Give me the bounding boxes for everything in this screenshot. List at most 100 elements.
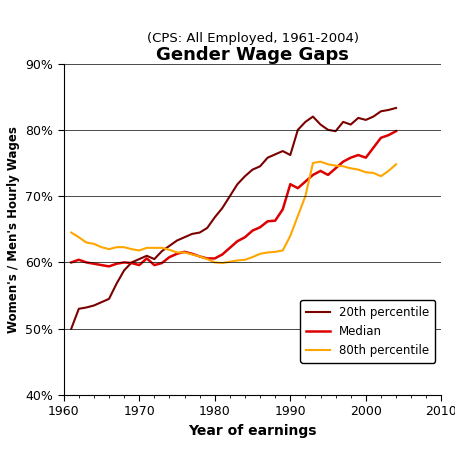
20th percentile (121, 268, 127, 273)
Median (258, 225, 263, 230)
20th percentile (325, 127, 331, 133)
20th percentile (91, 303, 96, 308)
80th percentile (114, 244, 119, 250)
80th percentile (129, 247, 134, 252)
20th percentile (280, 148, 285, 154)
80th percentile (76, 235, 81, 240)
Median (340, 159, 346, 164)
20th percentile (197, 230, 202, 235)
80th percentile (189, 252, 195, 257)
20th percentile (204, 225, 210, 231)
20th percentile (348, 122, 354, 127)
20th percentile (182, 235, 187, 240)
20th percentile (174, 238, 180, 243)
80th percentile (174, 250, 180, 255)
20th percentile (355, 115, 361, 121)
Median (355, 152, 361, 158)
80th percentile (310, 160, 316, 166)
20th percentile (273, 152, 278, 157)
20th percentile (212, 215, 217, 220)
Median (386, 133, 391, 138)
Median (265, 218, 270, 224)
Median (197, 254, 202, 259)
80th percentile (167, 247, 172, 252)
80th percentile (325, 162, 331, 167)
Median (378, 135, 384, 141)
80th percentile (242, 257, 248, 262)
80th percentile (144, 245, 150, 251)
80th percentile (355, 167, 361, 173)
Median (152, 262, 157, 268)
80th percentile (227, 259, 233, 265)
Median (280, 207, 285, 212)
80th percentile (288, 233, 293, 239)
80th percentile (121, 244, 127, 250)
Median (310, 172, 316, 178)
Median (91, 261, 96, 266)
20th percentile (84, 305, 89, 310)
20th percentile (295, 127, 301, 133)
Median (333, 166, 339, 171)
20th percentile (318, 122, 323, 127)
Median (220, 252, 225, 257)
Median (288, 182, 293, 187)
Median (273, 218, 278, 223)
Median (114, 261, 119, 266)
20th percentile (333, 128, 339, 134)
Median (325, 172, 331, 178)
20th percentile (136, 257, 142, 262)
80th percentile (84, 240, 89, 245)
Median (189, 251, 195, 257)
Median (393, 128, 399, 134)
Median (159, 260, 165, 266)
Median (69, 260, 74, 265)
80th percentile (333, 163, 339, 168)
80th percentile (318, 159, 323, 164)
20th percentile (303, 119, 308, 124)
80th percentile (152, 245, 157, 251)
80th percentile (159, 245, 165, 251)
80th percentile (295, 213, 301, 219)
20th percentile (159, 248, 165, 254)
X-axis label: Year of earnings: Year of earnings (188, 424, 317, 438)
80th percentile (303, 193, 308, 199)
20th percentile (114, 281, 119, 286)
Text: (CPS: All Employed, 1961-2004): (CPS: All Employed, 1961-2004) (147, 32, 359, 45)
20th percentile (250, 167, 255, 173)
Median (227, 245, 233, 251)
80th percentile (280, 248, 285, 253)
Median (318, 168, 323, 174)
80th percentile (91, 241, 96, 247)
20th percentile (76, 306, 81, 311)
Line: Median: Median (71, 131, 396, 266)
20th percentile (69, 326, 74, 331)
20th percentile (167, 243, 172, 248)
80th percentile (340, 163, 346, 169)
20th percentile (378, 109, 384, 114)
20th percentile (340, 119, 346, 124)
80th percentile (371, 170, 376, 176)
Median (99, 262, 104, 268)
20th percentile (106, 296, 112, 301)
80th percentile (99, 244, 104, 250)
20th percentile (386, 107, 391, 113)
Line: 80th percentile: 80th percentile (71, 162, 396, 263)
80th percentile (212, 260, 217, 265)
80th percentile (393, 162, 399, 167)
Median (182, 249, 187, 255)
80th percentile (273, 249, 278, 255)
80th percentile (69, 230, 74, 235)
Median (363, 155, 369, 160)
Median (129, 260, 134, 266)
Median (371, 145, 376, 150)
Median (167, 254, 172, 260)
Legend: 20th percentile, Median, 80th percentile: 20th percentile, Median, 80th percentile (300, 300, 435, 363)
80th percentile (378, 173, 384, 179)
20th percentile (310, 114, 316, 119)
80th percentile (363, 169, 369, 175)
Line: 20th percentile: 20th percentile (71, 108, 396, 329)
Median (303, 179, 308, 184)
80th percentile (250, 254, 255, 260)
20th percentile (393, 105, 399, 111)
Median (174, 251, 180, 257)
